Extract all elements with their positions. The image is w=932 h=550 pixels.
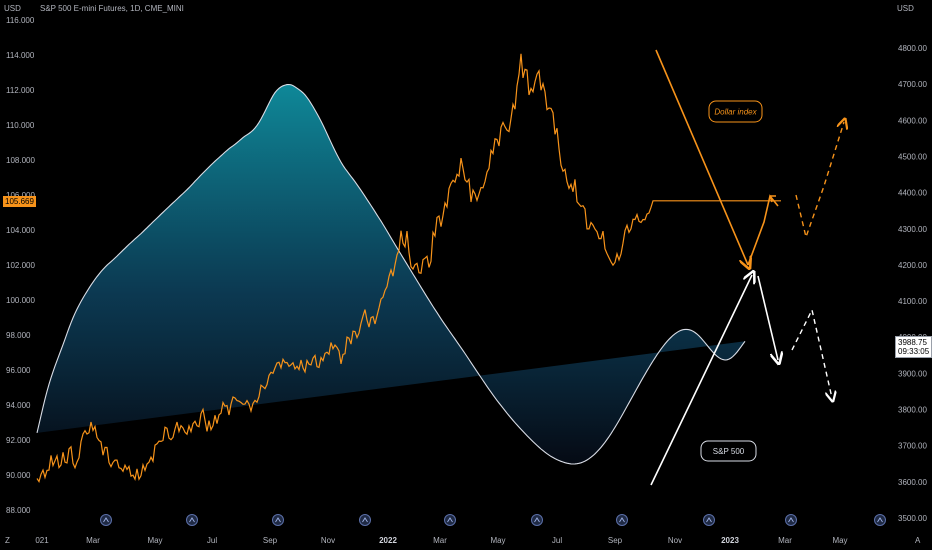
right-axis-tick-label: 3600.00 xyxy=(898,478,927,487)
right-axis-tick-label: 4600.00 xyxy=(898,116,927,125)
left-axis-tick-label: 88.000 xyxy=(6,506,31,515)
left-axis-tick-label: 100.000 xyxy=(6,296,35,305)
time-axis-tick-label: 2023 xyxy=(721,536,739,545)
spx-area-group xyxy=(36,83,746,465)
time-axis-tick-label: Nov xyxy=(668,536,682,545)
dollar-bounce-arrow[interactable] xyxy=(747,194,779,266)
time-axis-tick-label: 2022 xyxy=(379,536,397,545)
spx-area-fill xyxy=(37,84,745,464)
dollar-bounce-arrowhead xyxy=(769,195,776,203)
time-axis-tick-label: 021 xyxy=(35,536,49,545)
earnings-event-icon[interactable] xyxy=(186,514,198,526)
event-glyph-icon xyxy=(189,517,195,523)
event-glyph-icon xyxy=(447,517,453,523)
time-axis-tick-label: May xyxy=(832,536,847,545)
left-axis-tick-label: 92.000 xyxy=(6,436,31,445)
event-glyph-icon xyxy=(103,517,109,523)
earnings-event-icon[interactable] xyxy=(785,514,797,526)
spx-series-line[interactable] xyxy=(36,83,746,465)
chart-title[interactable]: S&P 500 E-mini Futures, 1D, CME_MINI xyxy=(40,4,184,13)
right-axis-tick-label: 3800.00 xyxy=(898,406,927,415)
left-axis-tick-label: 106.000 xyxy=(6,191,35,200)
spx-last-price: 3988.75 xyxy=(898,338,927,347)
time-axis[interactable]: 021 Mar May Jul Sep Nov 2022 Mar May Jul Sep Nov 202… xyxy=(5,536,921,545)
earnings-event-icon[interactable] xyxy=(100,514,112,526)
left-axis-tick-label: 112.000 xyxy=(6,86,35,95)
right-axis-tick-label: 3900.00 xyxy=(898,369,927,378)
event-glyph-icon xyxy=(534,517,540,523)
event-icons xyxy=(100,514,886,526)
event-glyph-icon xyxy=(275,517,281,523)
auto-scale-icon[interactable]: A xyxy=(915,536,921,545)
left-axis-tick-label: 104.000 xyxy=(6,226,35,235)
left-axis-tick-label: 96.000 xyxy=(6,366,31,375)
earnings-event-icon[interactable] xyxy=(272,514,284,526)
earnings-event-icon[interactable] xyxy=(359,514,371,526)
left-axis-tick-label: 98.000 xyxy=(6,331,31,340)
right-axis-tick-label: 4500.00 xyxy=(898,153,927,162)
right-axis-tick-label: 4300.00 xyxy=(898,225,927,234)
time-axis-tick-label: Jul xyxy=(207,536,217,545)
spx-last-price-tag: 3988.75 09:33:05 xyxy=(895,336,932,358)
right-axis-unit: USD xyxy=(897,4,914,13)
left-axis-unit: USD xyxy=(4,4,21,13)
time-axis-tick-label: Sep xyxy=(263,536,278,545)
earnings-event-icon[interactable] xyxy=(874,514,886,526)
spx-countdown: 09:33:05 xyxy=(898,347,930,356)
right-axis-tick-label: 4400.00 xyxy=(898,189,927,198)
right-axis-tick-label: 4100.00 xyxy=(898,297,927,306)
spx-label-text: S&P 500 xyxy=(713,447,745,456)
left-axis-tick-label: 90.000 xyxy=(6,471,31,480)
event-glyph-icon xyxy=(877,517,883,523)
right-axis-tick-label: 3700.00 xyxy=(898,442,927,451)
time-axis-tick-label: May xyxy=(147,536,162,545)
earnings-event-icon[interactable] xyxy=(531,514,543,526)
spx-up-trend-arrow[interactable] xyxy=(650,275,752,486)
dollar-projection-dashed-arrow[interactable] xyxy=(795,122,844,240)
dollar-label-box[interactable] xyxy=(708,100,763,123)
left-axis-tick-label: 116.000 xyxy=(6,16,35,25)
event-glyph-icon xyxy=(619,517,625,523)
time-axis-tick-label: Mar xyxy=(778,536,792,545)
earnings-event-icon[interactable] xyxy=(703,514,715,526)
event-glyph-icon xyxy=(362,517,368,523)
right-axis-tick-label: 3500.00 xyxy=(898,514,927,523)
right-axis-tick-label: 4200.00 xyxy=(898,261,927,270)
earnings-event-icon[interactable] xyxy=(444,514,456,526)
right-axis-tick-label: 4800.00 xyxy=(898,44,927,53)
zoom-reset-icon[interactable]: Z xyxy=(5,536,10,545)
left-price-axis[interactable]: 88.000 90.000 92.000 94.000 96.000 98.000 100.… xyxy=(6,16,35,515)
spx-label-box[interactable] xyxy=(700,440,757,462)
time-axis-tick-label: Jul xyxy=(552,536,562,545)
event-glyph-icon xyxy=(706,517,712,523)
event-glyph-icon xyxy=(788,517,794,523)
left-axis-tick-label: 94.000 xyxy=(6,401,31,410)
drawings-layer: Dollar index S&P 500 xyxy=(650,49,844,486)
right-axis-tick-label: 4700.00 xyxy=(898,80,927,89)
time-axis-tick-label: Mar xyxy=(86,536,100,545)
dollar-index-series-line[interactable] xyxy=(36,53,781,484)
dollar-label-text: Dollar index xyxy=(714,108,757,117)
spx-pullback-arrow[interactable] xyxy=(757,275,778,360)
dollar-last-price-tag: 105.669 xyxy=(3,196,36,207)
left-axis-tick-label: 114.000 xyxy=(6,51,35,60)
earnings-event-icon[interactable] xyxy=(616,514,628,526)
time-axis-tick-label: May xyxy=(490,536,505,545)
left-axis-tick-label: 102.000 xyxy=(6,261,35,270)
time-axis-tick-label: Nov xyxy=(321,536,335,545)
time-axis-tick-label: Mar xyxy=(433,536,447,545)
left-axis-tick-label: 110.000 xyxy=(6,121,35,130)
left-axis-tick-label: 108.000 xyxy=(6,156,35,165)
dollar-index-line-group xyxy=(36,53,781,484)
dollar-down-trend-arrow[interactable] xyxy=(655,49,748,265)
time-axis-tick-label: Sep xyxy=(608,536,623,545)
